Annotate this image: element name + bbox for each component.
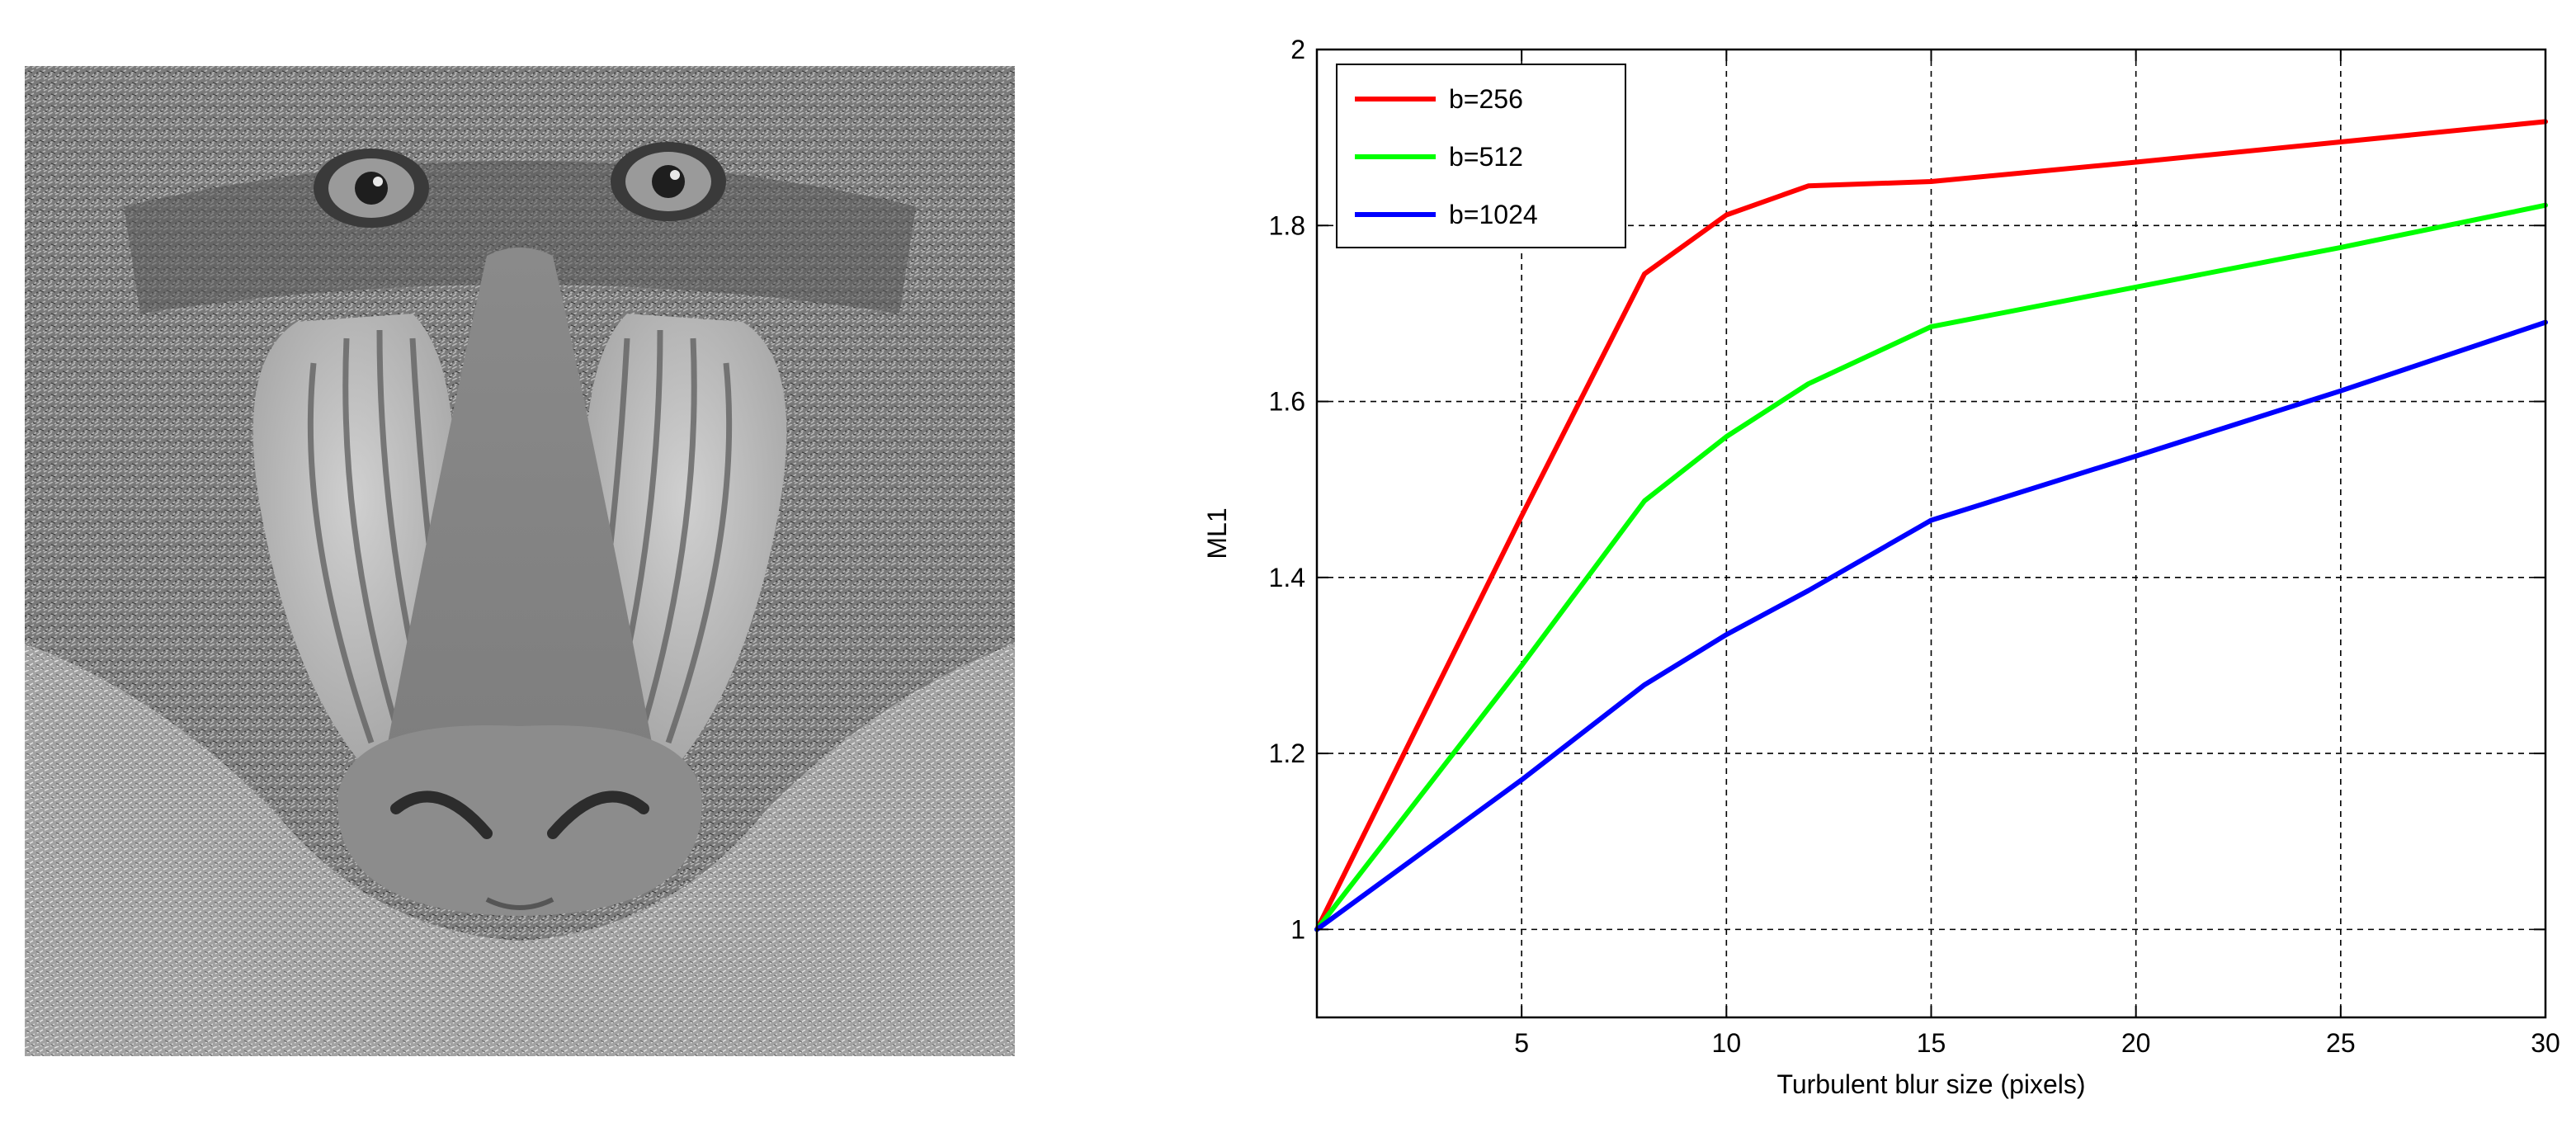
y-tick-label: 1 bbox=[1290, 914, 1305, 944]
y-tick-label: 1.8 bbox=[1269, 210, 1305, 240]
y-tick-label: 1.6 bbox=[1269, 387, 1305, 417]
y-tick-label: 1.2 bbox=[1269, 739, 1305, 768]
legend: b=256 b=512 b=1024 bbox=[1336, 64, 1626, 248]
mandrill-photo-drawing bbox=[25, 66, 1015, 1056]
y-tick-label: 2 bbox=[1290, 35, 1305, 64]
y-tick-label: 1.4 bbox=[1269, 563, 1305, 592]
series-line-b-256 bbox=[1314, 119, 2548, 932]
x-tick-label: 15 bbox=[1917, 1028, 1946, 1058]
y-axis-label: ML1 bbox=[1202, 507, 1232, 559]
x-tick-label: 20 bbox=[2121, 1028, 2151, 1058]
x-tick-label: 25 bbox=[2326, 1028, 2356, 1058]
mandrill-photo bbox=[25, 66, 1015, 1056]
right-eye bbox=[611, 142, 726, 221]
legend-label: b=256 bbox=[1449, 84, 1523, 114]
axis-ticks: 5 10 15 20 25 30 1 1.2 1.4 1.6 1.8 2 bbox=[1269, 35, 2560, 1058]
x-tick-label: 5 bbox=[1514, 1028, 1529, 1058]
nose-bridge bbox=[388, 248, 652, 759]
legend-label: b=1024 bbox=[1449, 200, 1538, 229]
x-tick-label: 10 bbox=[1712, 1028, 1742, 1058]
series-line-b-1024 bbox=[1314, 319, 2548, 932]
left-eye bbox=[314, 149, 429, 228]
x-tick-label: 30 bbox=[2531, 1028, 2560, 1058]
muzzle bbox=[337, 725, 702, 916]
series-group bbox=[1314, 119, 2548, 932]
legend-label: b=512 bbox=[1449, 142, 1523, 172]
x-axis-label: Turbulent blur size (pixels) bbox=[1776, 1069, 2085, 1099]
series-line-b-512 bbox=[1314, 202, 2548, 932]
